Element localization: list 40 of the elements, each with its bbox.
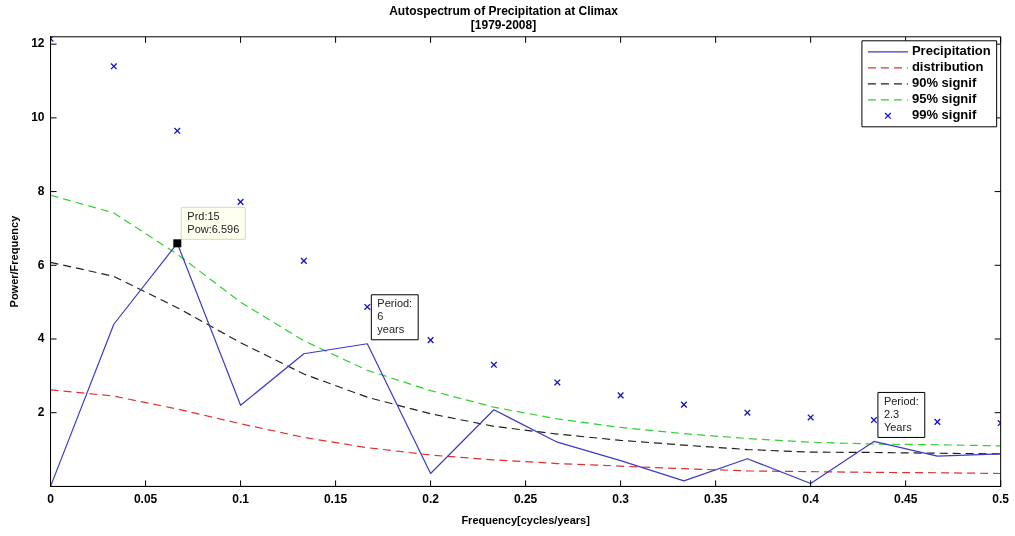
- point: [110, 62, 118, 70]
- legend-label: Precipitation: [911, 43, 991, 59]
- x-tick-label: 0.45: [893, 491, 918, 506]
- y-tick-label: 2: [37, 405, 45, 420]
- legend-label: 95% signif: [911, 91, 977, 107]
- x-tick-label: 0.2: [422, 491, 440, 506]
- x-tick-label: 0.3: [612, 491, 630, 506]
- chart-title: Autospectrum of Precipitation at Climax: [389, 3, 619, 18]
- point: [237, 198, 245, 206]
- y-axis-title: Power/Frequency: [7, 214, 20, 308]
- y-tick-label: 12: [31, 36, 45, 51]
- annotation: Prd:15 Pow:6.596: [187, 209, 240, 235]
- x-tick-label: 0.05: [133, 491, 158, 506]
- legend-label: distribution: [911, 59, 984, 75]
- x-tick-label: 0.15: [323, 491, 348, 506]
- point: [363, 303, 371, 311]
- y-tick-label: 8: [37, 183, 45, 198]
- x-tick-label: 0.35: [703, 491, 728, 506]
- x-tick-label: 0: [47, 491, 55, 506]
- y-tick-label: 4: [37, 331, 45, 346]
- legend-label: 99% signif: [911, 107, 977, 123]
- annotation: Period: 6 years: [377, 297, 413, 336]
- annotation: Period: 2.3 Years: [883, 394, 919, 433]
- point: [933, 418, 941, 426]
- x-tick-label: 0.25: [513, 491, 538, 506]
- x-tick-label: 0.5: [992, 491, 1010, 506]
- y-tick-label: 10: [31, 110, 45, 125]
- point: [553, 379, 561, 386]
- x-tick-label: 0.4: [802, 491, 820, 506]
- point: [807, 414, 815, 421]
- x-axis-title: Frequency[cycles/years]: [461, 514, 591, 527]
- point: [427, 336, 435, 344]
- y-tick-label: 6: [37, 257, 45, 272]
- x-tick-label: 0.1: [232, 491, 250, 506]
- line-series: [50, 389, 1001, 475]
- legend-label: 90% signif: [911, 75, 977, 91]
- point: [680, 401, 688, 409]
- line-series: [50, 194, 1001, 447]
- chart-subtitle: [1979-2008]: [470, 17, 537, 32]
- point: [490, 361, 498, 369]
